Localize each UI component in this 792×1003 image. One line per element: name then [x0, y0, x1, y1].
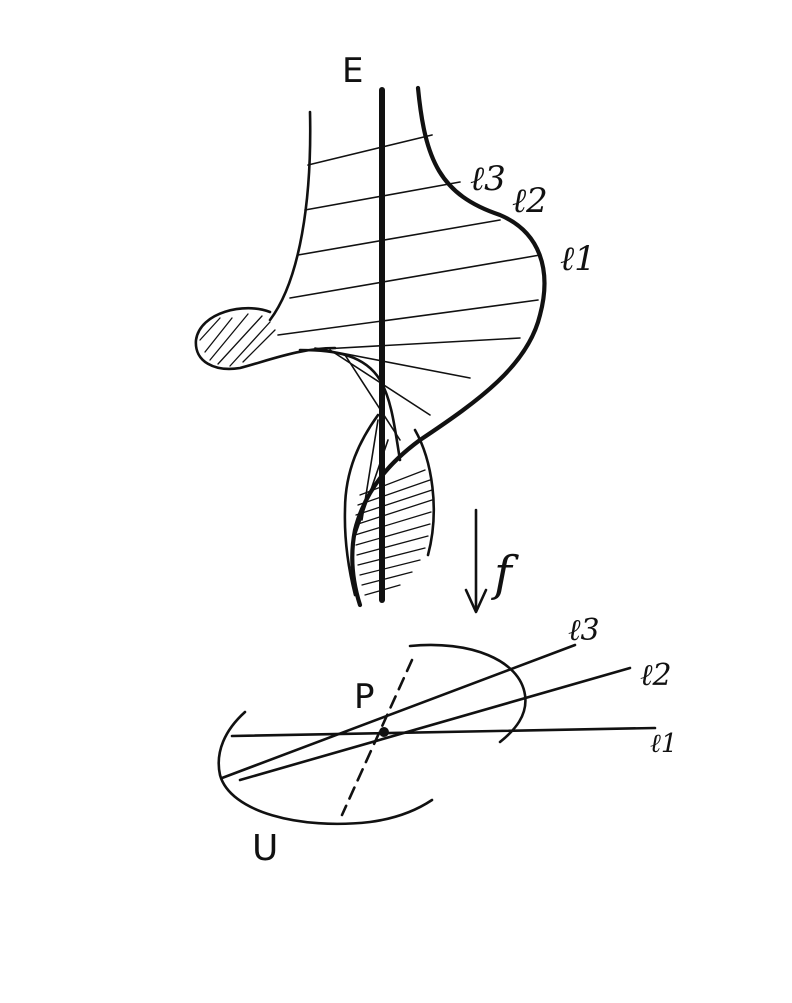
left-tongue-outline: [194, 306, 337, 371]
base-point: [379, 727, 389, 737]
base-neighborhood: [217, 643, 657, 826]
surface-right-edge: [350, 85, 547, 608]
label-f: f: [491, 546, 519, 602]
lower-flap-hatching: [354, 469, 433, 596]
label-l1-upper: ℓ1: [560, 239, 596, 279]
line-l1: [230, 726, 657, 738]
lower-sheet-right: [413, 428, 436, 557]
label-l1-lower: ℓ1: [650, 729, 677, 759]
label-u: U: [252, 828, 278, 869]
line-l2: [238, 666, 632, 782]
lower-sheet-left: [343, 413, 380, 597]
disk-arc-right: [408, 643, 527, 744]
line-l3: [220, 643, 577, 780]
down-arrow-head: [464, 588, 488, 614]
label-e: E: [342, 51, 363, 91]
dashed-line: [340, 658, 414, 817]
disk-arc-left: [217, 710, 434, 826]
left-tongue-hatching: [199, 313, 276, 367]
surface-left-edge: [268, 110, 312, 322]
total-space-surface: [194, 85, 547, 608]
projection-map: f: [464, 508, 519, 614]
label-l2-lower: ℓ2: [640, 658, 672, 693]
label-l3-upper: ℓ3: [470, 159, 506, 199]
label-p: P: [354, 677, 375, 717]
label-l2-upper: ℓ2: [512, 181, 548, 221]
label-l3-lower: ℓ3: [568, 613, 600, 648]
